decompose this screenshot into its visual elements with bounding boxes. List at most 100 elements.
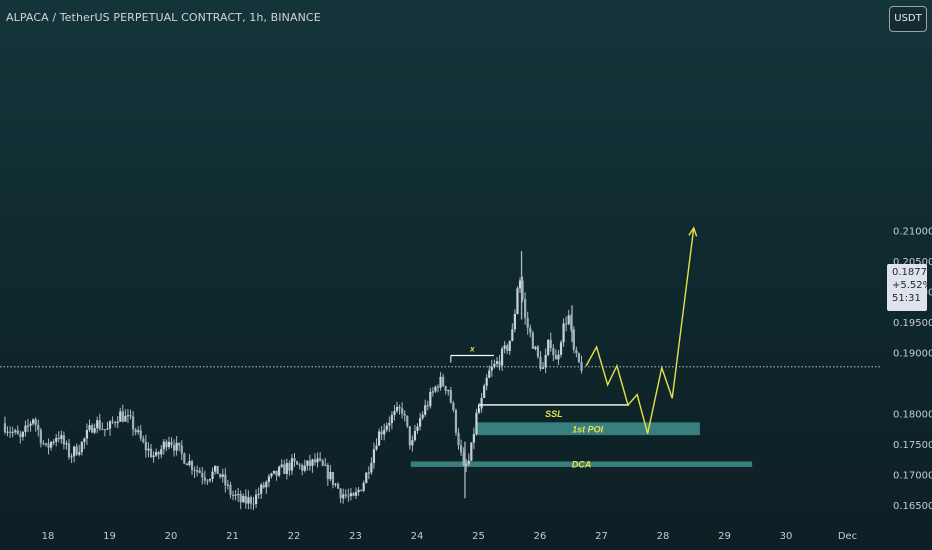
candle-body — [488, 370, 491, 378]
candle-body — [165, 441, 168, 448]
candle-body — [436, 386, 440, 388]
candle-body — [324, 464, 327, 466]
candle-body — [536, 346, 540, 357]
candle-body — [190, 461, 194, 470]
candle-body — [454, 410, 458, 433]
candle-body — [98, 420, 101, 430]
x-tick-label: 27 — [595, 531, 608, 542]
candle-body — [462, 452, 465, 466]
candle-body — [388, 422, 391, 426]
candle-body — [567, 315, 570, 325]
candle-body — [44, 443, 48, 445]
projection-line — [585, 227, 695, 434]
candle-body — [495, 361, 499, 364]
candle-body — [270, 473, 273, 477]
candle-body — [485, 377, 488, 386]
candle-body — [293, 458, 296, 462]
candle-body — [483, 385, 486, 398]
candle-body — [80, 442, 83, 453]
candle-body — [237, 494, 240, 496]
candle-body — [306, 460, 309, 466]
candle-body — [247, 497, 250, 504]
candle-body — [114, 422, 117, 424]
candle-body — [513, 313, 516, 330]
candle-body — [457, 432, 460, 446]
chart-title: ALPACA / TetherUS PERPETUAL CONTRACT, 1h… — [6, 11, 321, 24]
candle-body — [267, 476, 270, 482]
candle-body — [83, 438, 86, 443]
candle-body — [57, 437, 60, 440]
candle-body — [32, 419, 35, 424]
candle-body — [447, 390, 450, 392]
candle-body — [257, 493, 260, 495]
candle-body — [60, 435, 63, 440]
candle-body — [185, 463, 188, 466]
annotation-zones: 1st POI DCA — [410, 422, 753, 470]
candle-body — [65, 443, 68, 445]
candle-body — [162, 441, 165, 450]
projection-path — [585, 226, 698, 434]
candle-body — [344, 494, 347, 496]
candle-body — [516, 288, 519, 314]
candle-body — [352, 493, 355, 496]
candle-body — [52, 441, 55, 443]
candle-body — [298, 464, 301, 466]
x-tick-label: 26 — [534, 531, 547, 542]
candle-body — [206, 480, 209, 482]
candle-body — [137, 430, 140, 433]
candle-body — [334, 483, 337, 485]
y-tick-label: 0.17500 — [893, 440, 932, 451]
candle-body — [493, 363, 496, 367]
candle-body — [470, 442, 473, 461]
candle-body — [111, 421, 114, 423]
candle-body — [383, 429, 386, 435]
candle-body — [221, 474, 224, 477]
zone-1st-poi — [475, 422, 700, 436]
candle-body — [316, 458, 319, 463]
candle-body — [14, 430, 17, 432]
candle-body — [506, 345, 509, 351]
candle-body — [313, 459, 317, 463]
candle-body — [121, 411, 124, 422]
candle-body — [231, 494, 235, 496]
candle-body — [124, 415, 127, 422]
candle-body — [234, 494, 237, 496]
candle-body — [119, 411, 122, 422]
currency-button[interactable]: USDT — [889, 6, 927, 32]
candle-body — [565, 323, 568, 325]
candle-body — [477, 408, 481, 413]
candle-body — [475, 412, 478, 434]
candle-body — [160, 449, 163, 455]
candle-body — [418, 418, 422, 427]
candle-body — [262, 484, 265, 488]
candle-body — [370, 462, 373, 473]
candle-body — [144, 441, 147, 451]
candle-body — [429, 391, 432, 407]
candle-body — [26, 425, 30, 427]
candle-body — [129, 415, 132, 417]
candle-body — [521, 280, 524, 300]
y-tick-label: 0.19500 — [893, 318, 932, 329]
candle-body — [557, 354, 560, 360]
candle-body — [539, 356, 542, 369]
candle-body — [149, 448, 153, 458]
candle-body — [393, 411, 396, 415]
candle-body — [157, 452, 160, 455]
candle-body — [552, 348, 555, 356]
candle-body — [16, 430, 19, 435]
x-tick-label: 25 — [472, 531, 485, 542]
candle-body — [152, 455, 155, 458]
candle-body — [85, 430, 89, 439]
x-axis: 18 19 20 21 22 23 24 25 26 27 28 29 30 Dec — [42, 531, 858, 542]
candle-body — [572, 329, 575, 350]
candle-body — [93, 428, 96, 433]
candle-body — [167, 441, 171, 448]
candle-body — [285, 462, 288, 474]
candle-body — [559, 342, 563, 355]
candle-body — [34, 419, 37, 425]
candle-body — [421, 414, 424, 419]
candle-body — [434, 386, 437, 392]
candle-body — [226, 484, 229, 486]
candle-body — [37, 424, 40, 430]
